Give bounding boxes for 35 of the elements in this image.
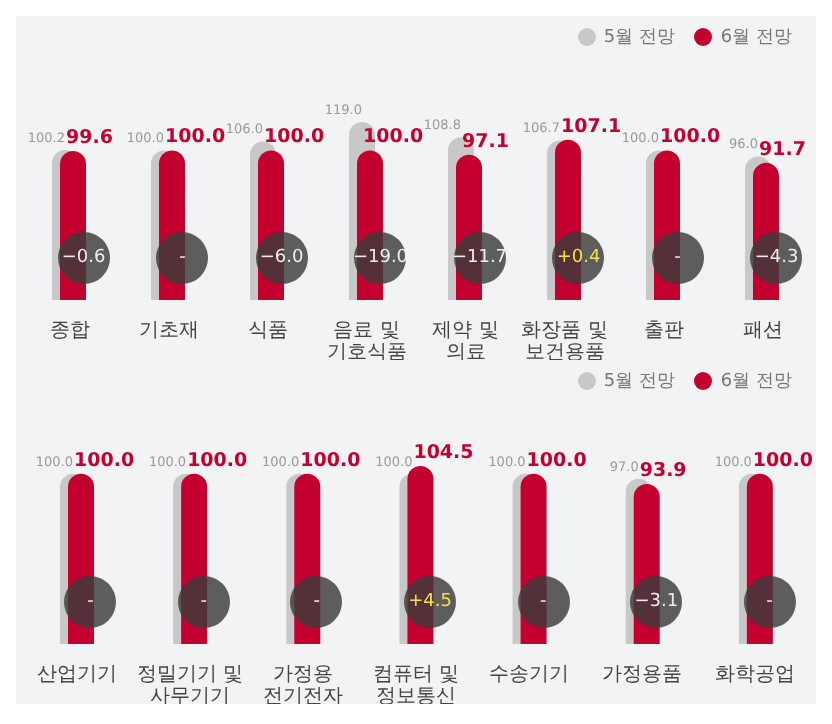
data-label: 100.0 (660, 126, 721, 149)
round-badge: −3.1 (630, 576, 683, 628)
data-label: 100.0 (752, 449, 814, 472)
round-badge: - (290, 576, 343, 628)
x-tick-label: 화학공업 (715, 664, 796, 686)
round-badge: +0.4 (552, 232, 605, 284)
data-label: 93.9 (639, 460, 687, 483)
data-label: 107.1 (561, 115, 622, 138)
data-label: 104.5 (413, 442, 474, 464)
data-label: 97.1 (462, 130, 509, 153)
legend-label: 5월 전망 (603, 372, 675, 392)
data-label: 99.6 (66, 127, 114, 150)
data-label: 100.0 (74, 449, 135, 472)
x-tick-label: 가정용품 (602, 664, 683, 686)
x-tick-label: 기초재 (138, 320, 199, 342)
data-label: 91.7 (759, 138, 806, 161)
x-tick-label: 수송기기 (489, 664, 570, 686)
data-label: 100.0 (300, 449, 362, 472)
x-tick-label: 산업기기 (36, 664, 117, 686)
data-label: 100.0 (165, 126, 226, 149)
legend-label: 5월 전망 (603, 28, 675, 48)
x-tick-label: 패션 (742, 320, 783, 342)
data-label: 100.0 (363, 126, 424, 149)
data-label: 100.0 (526, 449, 588, 472)
legend-label: 6월 전망 (720, 372, 792, 392)
x-tick-label: 식품 (247, 320, 288, 342)
round-badge: - (64, 576, 117, 628)
legend-label: 6월 전망 (720, 28, 792, 48)
x-tick-label: 종합 (49, 320, 90, 342)
round-badge: +4.5 (404, 576, 456, 628)
x-tick-label: 출판 (643, 320, 684, 342)
data-label: 100.0 (264, 126, 325, 149)
round-badge: −4.3 (750, 232, 803, 284)
round-badge: - (156, 232, 209, 284)
data-label: 100.0 (187, 449, 249, 472)
